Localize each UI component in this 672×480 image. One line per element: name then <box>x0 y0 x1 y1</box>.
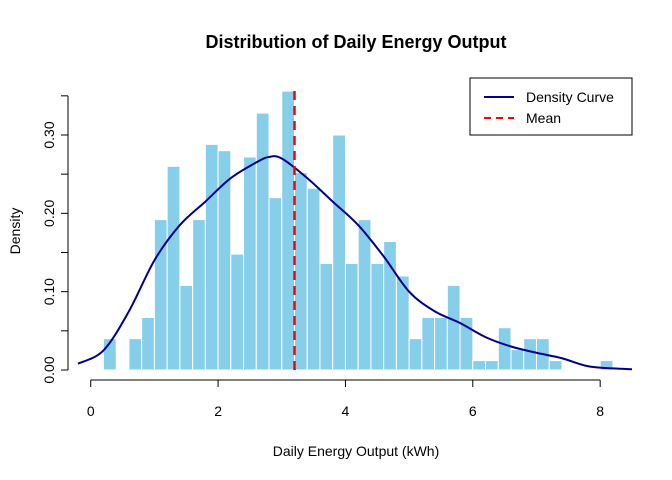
histogram-bar <box>472 360 487 371</box>
density-curve-group <box>77 155 633 371</box>
histogram-bar <box>141 317 155 371</box>
y-tick-label: 0.20 <box>41 199 57 226</box>
histogram-bar <box>459 317 474 371</box>
histogram-bar <box>332 134 346 371</box>
histogram-bar <box>357 219 372 371</box>
x-tick-label: 2 <box>214 403 222 419</box>
histogram-bar <box>421 317 436 371</box>
x-axis-label: Daily Energy Output (kWh) <box>273 443 440 459</box>
x-axis: 0 2 4 6 8 <box>87 379 604 419</box>
histogram-bar <box>510 349 525 371</box>
y-axis-label: Density <box>7 208 23 255</box>
legend-mean-label: Mean <box>526 110 561 126</box>
histogram-bar <box>408 338 423 371</box>
histogram-bar <box>255 112 270 371</box>
histogram-bar <box>523 338 537 371</box>
histogram-bars <box>102 90 614 371</box>
histogram-bar <box>383 241 397 371</box>
x-tick-label: 8 <box>596 403 604 419</box>
y-tick-label: 0.30 <box>41 121 57 148</box>
histogram-bar <box>446 284 461 371</box>
density-curve <box>77 155 633 371</box>
y-tick-label: 0.00 <box>41 356 57 383</box>
histogram-bar <box>434 317 448 371</box>
histogram-bar <box>485 360 499 371</box>
histogram-bar <box>230 253 245 371</box>
x-tick-label: 4 <box>342 403 350 419</box>
histogram-bar <box>281 90 296 371</box>
histogram-bar <box>166 165 181 371</box>
histogram-bar <box>370 262 385 371</box>
histogram-bar <box>344 262 359 371</box>
y-tick-label: 0.10 <box>41 278 57 305</box>
legend: Density Curve Mean <box>469 77 633 136</box>
histogram-bar <box>319 262 334 371</box>
chart-title: Distribution of Daily Energy Output <box>206 32 507 52</box>
histogram-bar <box>268 197 283 371</box>
legend-density-label: Density Curve <box>526 89 614 105</box>
histogram-bar <box>243 156 257 371</box>
histogram-bar <box>599 360 614 371</box>
histogram-bar <box>128 338 143 371</box>
histogram-bar <box>192 219 206 371</box>
histogram-bar <box>306 187 321 371</box>
legend-box <box>469 77 633 136</box>
histogram-bar <box>395 275 410 371</box>
histogram-bar <box>179 284 194 371</box>
histogram-bar <box>294 172 308 371</box>
x-tick-label: 6 <box>469 403 477 419</box>
histogram-bar <box>204 143 219 371</box>
histogram-bar <box>497 327 512 371</box>
y-axis: 0.00 0.10 0.20 0.30 <box>41 95 69 384</box>
histogram-bar <box>548 360 563 371</box>
x-tick-label: 0 <box>87 403 95 419</box>
